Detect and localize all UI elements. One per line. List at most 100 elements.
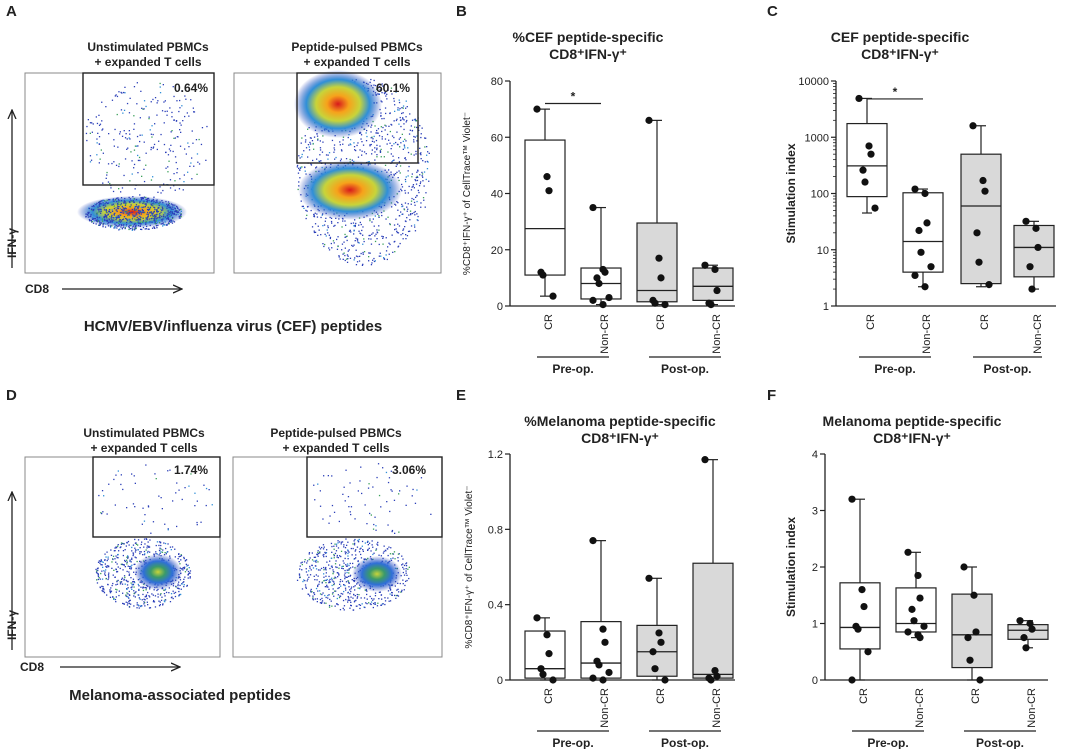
event-dot (361, 492, 363, 495)
data-point (545, 650, 553, 658)
event-dot (135, 212, 137, 214)
event-dot (136, 607, 138, 609)
event-dot (338, 520, 340, 523)
event-dot (349, 143, 351, 145)
event-dot (98, 224, 101, 226)
event-dot (340, 541, 342, 543)
event-dot (101, 490, 104, 492)
event-dot (385, 95, 387, 97)
event-dot (308, 552, 311, 554)
event-dot (319, 548, 322, 550)
event-dot (139, 215, 141, 218)
event-dot (144, 206, 146, 208)
panel-d: D Unstimulated PBMCs + expanded T cells … (5, 387, 443, 704)
event-dot (128, 209, 130, 212)
event-dot (124, 201, 126, 203)
event-dot (357, 142, 359, 144)
event-dot (90, 213, 92, 216)
event-dot (316, 598, 318, 600)
event-dot (410, 225, 413, 227)
event-dot (367, 549, 369, 551)
event-dot (161, 551, 164, 553)
event-dot (345, 576, 347, 578)
event-dot (152, 217, 155, 220)
event-dot (111, 220, 114, 222)
event-dot (158, 549, 161, 551)
event-dot (342, 599, 345, 602)
event-dot (329, 515, 331, 517)
event-dot (123, 603, 125, 605)
event-dot (141, 134, 143, 136)
event-dot (117, 545, 119, 547)
event-dot (98, 560, 100, 562)
event-dot (333, 147, 335, 149)
event-dot (339, 595, 342, 597)
event-dot (101, 101, 103, 103)
event-dot (115, 218, 117, 221)
event-dot (106, 513, 108, 515)
event-dot (355, 255, 358, 257)
box-f-1 (895, 548, 937, 642)
event-dot (161, 110, 164, 112)
event-dot (397, 209, 399, 211)
event-dot (128, 112, 131, 114)
event-dot (376, 144, 378, 146)
data-point (651, 299, 659, 307)
event-dot (156, 227, 158, 229)
event-dot (370, 264, 373, 266)
event-dot (360, 134, 363, 136)
x-category-label: CR (865, 314, 877, 330)
event-dot (99, 216, 102, 219)
event-dot (342, 565, 344, 567)
event-dot (176, 210, 178, 212)
event-dot (140, 210, 143, 212)
event-dot (115, 215, 118, 217)
event-dot (405, 180, 407, 183)
event-dot (409, 113, 411, 115)
panel-a-y-label: IFN-γ (5, 228, 19, 258)
event-dot (394, 228, 396, 231)
event-dot (183, 181, 185, 183)
event-dot (141, 211, 143, 214)
event-dot (382, 243, 384, 245)
event-dot (94, 218, 96, 220)
event-dot (105, 569, 107, 571)
event-dot (113, 139, 115, 141)
event-dot (120, 543, 123, 545)
event-dot (120, 474, 122, 476)
panel-a-x-label: CD8 (25, 282, 49, 296)
event-dot (166, 551, 168, 553)
event-dot (305, 586, 307, 588)
event-dot (316, 133, 318, 135)
event-dot (124, 207, 126, 209)
event-dot (378, 229, 380, 231)
event-dot (150, 215, 152, 217)
event-dot (382, 603, 384, 605)
event-dot (171, 596, 173, 598)
event-dot (181, 498, 183, 501)
event-dot (146, 199, 149, 201)
event-dot (156, 210, 158, 212)
event-dot (406, 235, 409, 237)
event-dot (115, 584, 117, 586)
event-dot (102, 511, 104, 513)
event-dot (376, 156, 378, 158)
event-dot (322, 225, 324, 227)
event-dot (368, 256, 370, 258)
event-dot (400, 211, 402, 213)
event-dot (161, 218, 163, 221)
box-c-1 (902, 185, 944, 291)
event-dot (180, 215, 182, 217)
event-dot (350, 586, 353, 588)
event-dot (374, 151, 376, 153)
event-dot (363, 597, 366, 599)
event-dot (383, 117, 385, 120)
event-dot (115, 568, 117, 571)
event-dot (178, 188, 181, 190)
event-dot (350, 601, 352, 603)
event-dot (406, 217, 408, 219)
data-point (713, 286, 721, 295)
event-dot (407, 175, 409, 177)
event-dot (301, 156, 303, 158)
event-dot (389, 593, 391, 595)
